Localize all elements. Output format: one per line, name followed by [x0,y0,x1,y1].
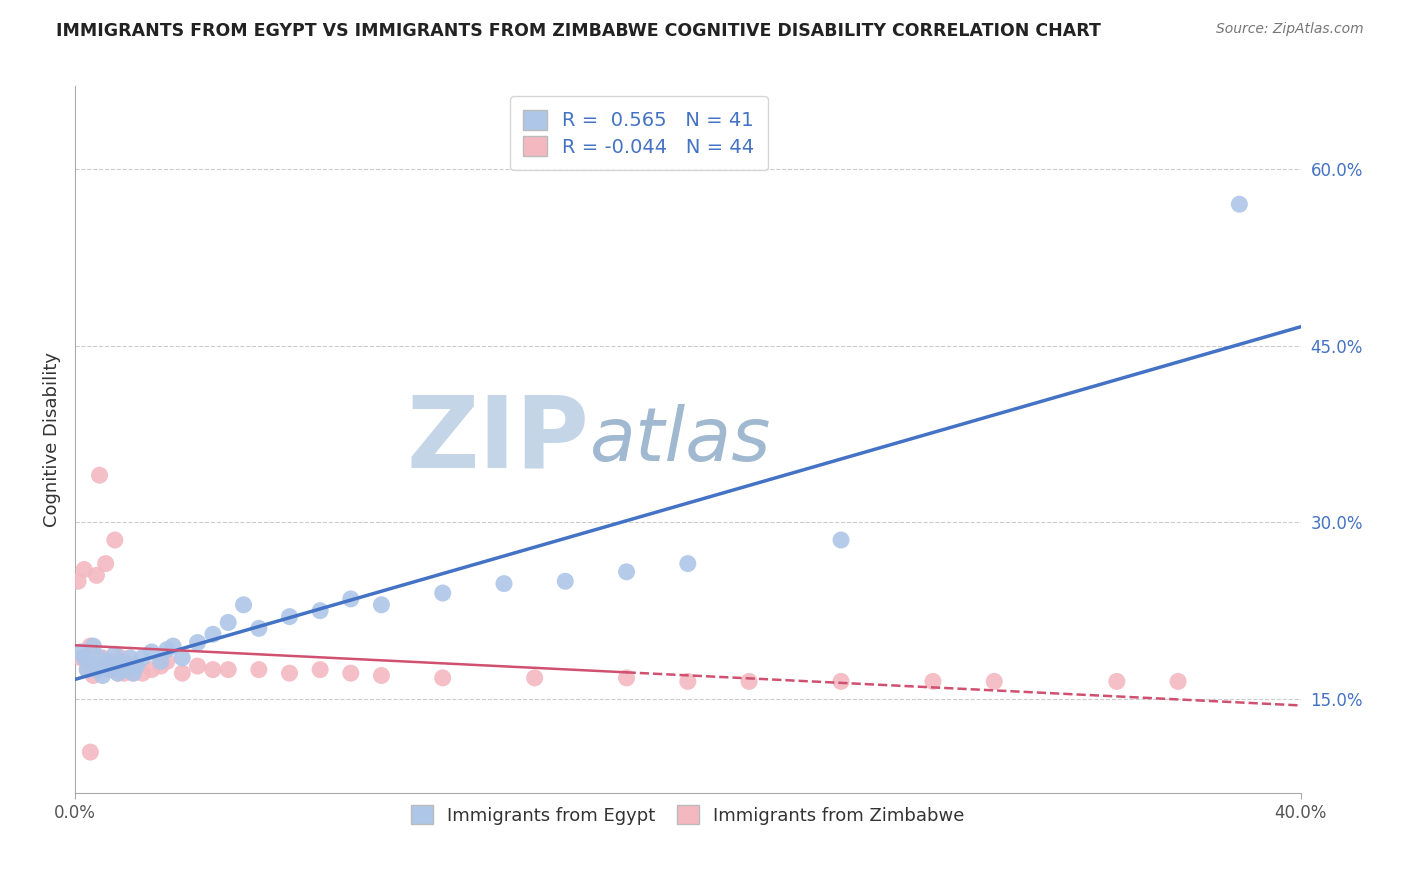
Text: ZIP: ZIP [406,392,589,488]
Legend: Immigrants from Egypt, Immigrants from Zimbabwe: Immigrants from Egypt, Immigrants from Z… [402,797,973,834]
Point [104,648,127,662]
Point [97,663,120,677]
Point [79,639,101,653]
Point [97,654,120,668]
Point [554,574,576,589]
Point [79,745,101,759]
Point [172,650,194,665]
Point [432,671,454,685]
Point [86,568,108,582]
Point [187,635,209,649]
Point [1167,674,1189,689]
Point [112,663,135,677]
Point [149,659,172,673]
Point [115,663,138,677]
Point [830,674,852,689]
Point [107,666,129,681]
Point [830,533,852,547]
Point [162,639,184,653]
Point [217,663,239,677]
Point [983,674,1005,689]
Point [131,666,153,681]
Point [107,666,129,681]
Point [309,604,332,618]
Point [217,615,239,630]
Point [94,659,117,673]
Point [101,663,124,677]
Point [89,650,111,665]
Point [201,663,224,677]
Point [131,650,153,665]
Point [112,666,135,681]
Point [247,621,270,635]
Point [1227,197,1250,211]
Point [101,657,124,671]
Point [110,657,132,671]
Point [73,562,96,576]
Point [115,659,138,673]
Point [492,576,515,591]
Point [247,663,270,677]
Point [172,666,194,681]
Point [89,468,111,483]
Point [73,650,96,665]
Point [370,668,392,682]
Point [523,671,546,685]
Point [432,586,454,600]
Point [67,574,90,589]
Point [278,666,301,681]
Point [232,598,254,612]
Point [616,671,638,685]
Point [76,663,98,677]
Point [616,565,638,579]
Text: IMMIGRANTS FROM EGYPT VS IMMIGRANTS FROM ZIMBABWE COGNITIVE DISABILITY CORRELATI: IMMIGRANTS FROM EGYPT VS IMMIGRANTS FROM… [56,22,1101,40]
Point [110,650,132,665]
Text: atlas: atlas [589,404,770,475]
Point [278,609,301,624]
Point [122,666,145,681]
Point [201,627,224,641]
Point [125,659,148,673]
Point [156,654,179,668]
Text: Source: ZipAtlas.com: Source: ZipAtlas.com [1216,22,1364,37]
Point [339,666,361,681]
Point [187,659,209,673]
Point [141,645,163,659]
Point [339,591,361,606]
Point [125,659,148,673]
Point [91,668,114,682]
Point [70,650,93,665]
Point [70,645,93,659]
Point [86,663,108,677]
Point [141,663,163,677]
Y-axis label: Cognitive Disability: Cognitive Disability [44,352,60,527]
Point [676,557,699,571]
Point [309,663,332,677]
Point [156,642,179,657]
Point [738,674,761,689]
Point [82,639,104,653]
Point [120,650,142,665]
Point [676,674,699,689]
Point [122,666,145,681]
Point [82,668,104,682]
Point [120,657,142,671]
Point [370,598,392,612]
Point [149,654,172,668]
Point [94,557,117,571]
Point [79,657,101,671]
Point [91,650,114,665]
Point [1105,674,1128,689]
Point [104,533,127,547]
Point [922,674,945,689]
Point [76,663,98,677]
